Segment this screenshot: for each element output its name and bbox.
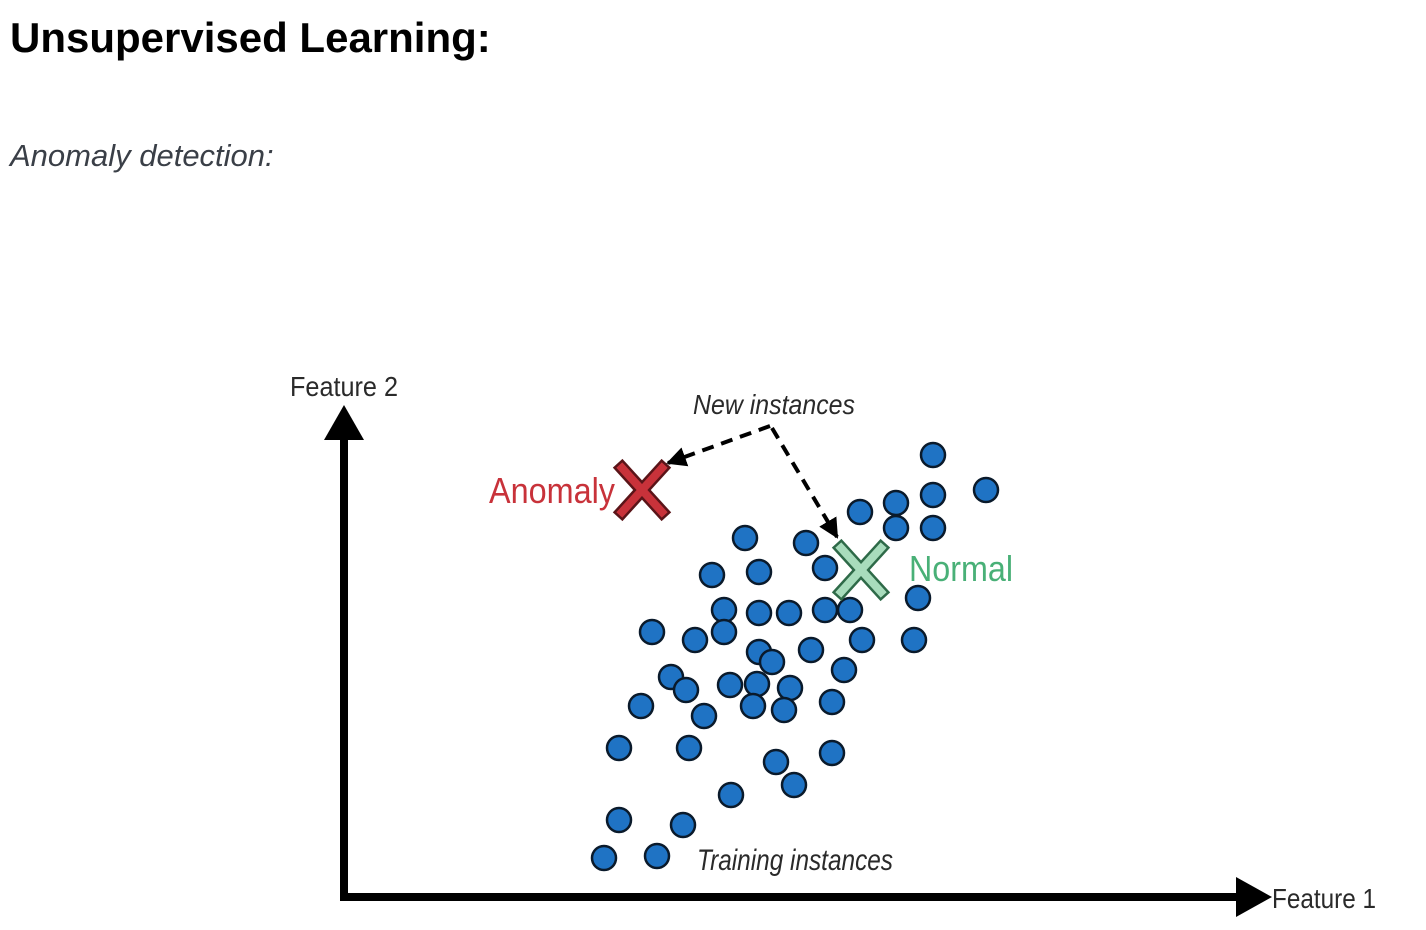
arrow-to-normal bbox=[770, 426, 839, 539]
training-point-38 bbox=[605, 734, 633, 762]
training-point-14 bbox=[745, 599, 773, 627]
training-point-37 bbox=[818, 688, 846, 716]
training-point-23 bbox=[900, 626, 928, 654]
training-point-26 bbox=[797, 636, 825, 664]
training-point-47 bbox=[643, 842, 671, 870]
normal-x-marker bbox=[831, 538, 891, 602]
training-point-35 bbox=[739, 692, 767, 720]
y-axis-label: Feature 2 bbox=[290, 371, 398, 402]
normal-label: Normal bbox=[909, 548, 1013, 589]
training-point-7 bbox=[882, 514, 910, 542]
training-point-32 bbox=[776, 674, 804, 702]
anomaly-label: Anomaly bbox=[489, 470, 615, 511]
training-point-40 bbox=[762, 748, 790, 776]
training-point-20 bbox=[681, 626, 709, 654]
anomaly-x-marker bbox=[612, 458, 672, 522]
training-point-45 bbox=[669, 811, 697, 839]
page-title: Unsupervised Learning: bbox=[10, 14, 491, 61]
training-point-36 bbox=[770, 696, 798, 724]
training-point-16 bbox=[811, 596, 839, 624]
x-axis-arrowhead bbox=[1236, 877, 1272, 917]
arrow-to-anomaly bbox=[666, 424, 771, 467]
training-point-21 bbox=[710, 618, 738, 646]
new-instances-label: New instances bbox=[693, 389, 855, 420]
training-point-19 bbox=[638, 618, 666, 646]
training-point-17 bbox=[836, 596, 864, 624]
training-point-41 bbox=[818, 739, 846, 767]
training-point-12 bbox=[811, 554, 839, 582]
training-point-33 bbox=[627, 692, 655, 720]
training-point-13 bbox=[710, 596, 738, 624]
axes bbox=[324, 405, 1272, 917]
training-point-11 bbox=[745, 558, 773, 586]
x-axis-label: Feature 1 bbox=[1272, 883, 1376, 914]
page-subtitle: Anomaly detection: bbox=[10, 138, 274, 173]
training-instances-label: Training instances bbox=[697, 844, 893, 877]
training-point-2 bbox=[972, 476, 1000, 504]
training-point-8 bbox=[731, 524, 759, 552]
training-point-10 bbox=[698, 561, 726, 589]
training-point-34 bbox=[690, 702, 718, 730]
training-point-1 bbox=[919, 441, 947, 469]
training-points bbox=[590, 441, 1000, 872]
training-point-22 bbox=[848, 626, 876, 654]
training-point-44 bbox=[605, 806, 633, 834]
training-point-42 bbox=[780, 771, 808, 799]
training-point-5 bbox=[846, 498, 874, 526]
training-point-29 bbox=[672, 676, 700, 704]
training-point-31 bbox=[743, 670, 771, 698]
training-point-27 bbox=[830, 656, 858, 684]
y-axis-arrowhead bbox=[324, 405, 364, 440]
training-point-6 bbox=[919, 514, 947, 542]
training-point-39 bbox=[675, 734, 703, 762]
training-point-15 bbox=[775, 599, 803, 627]
training-point-9 bbox=[792, 529, 820, 557]
training-point-3 bbox=[919, 481, 947, 509]
training-point-46 bbox=[590, 844, 618, 872]
training-point-25 bbox=[758, 648, 786, 676]
training-point-4 bbox=[882, 489, 910, 517]
training-point-18 bbox=[904, 584, 932, 612]
training-point-43 bbox=[717, 781, 745, 809]
training-point-30 bbox=[716, 671, 744, 699]
